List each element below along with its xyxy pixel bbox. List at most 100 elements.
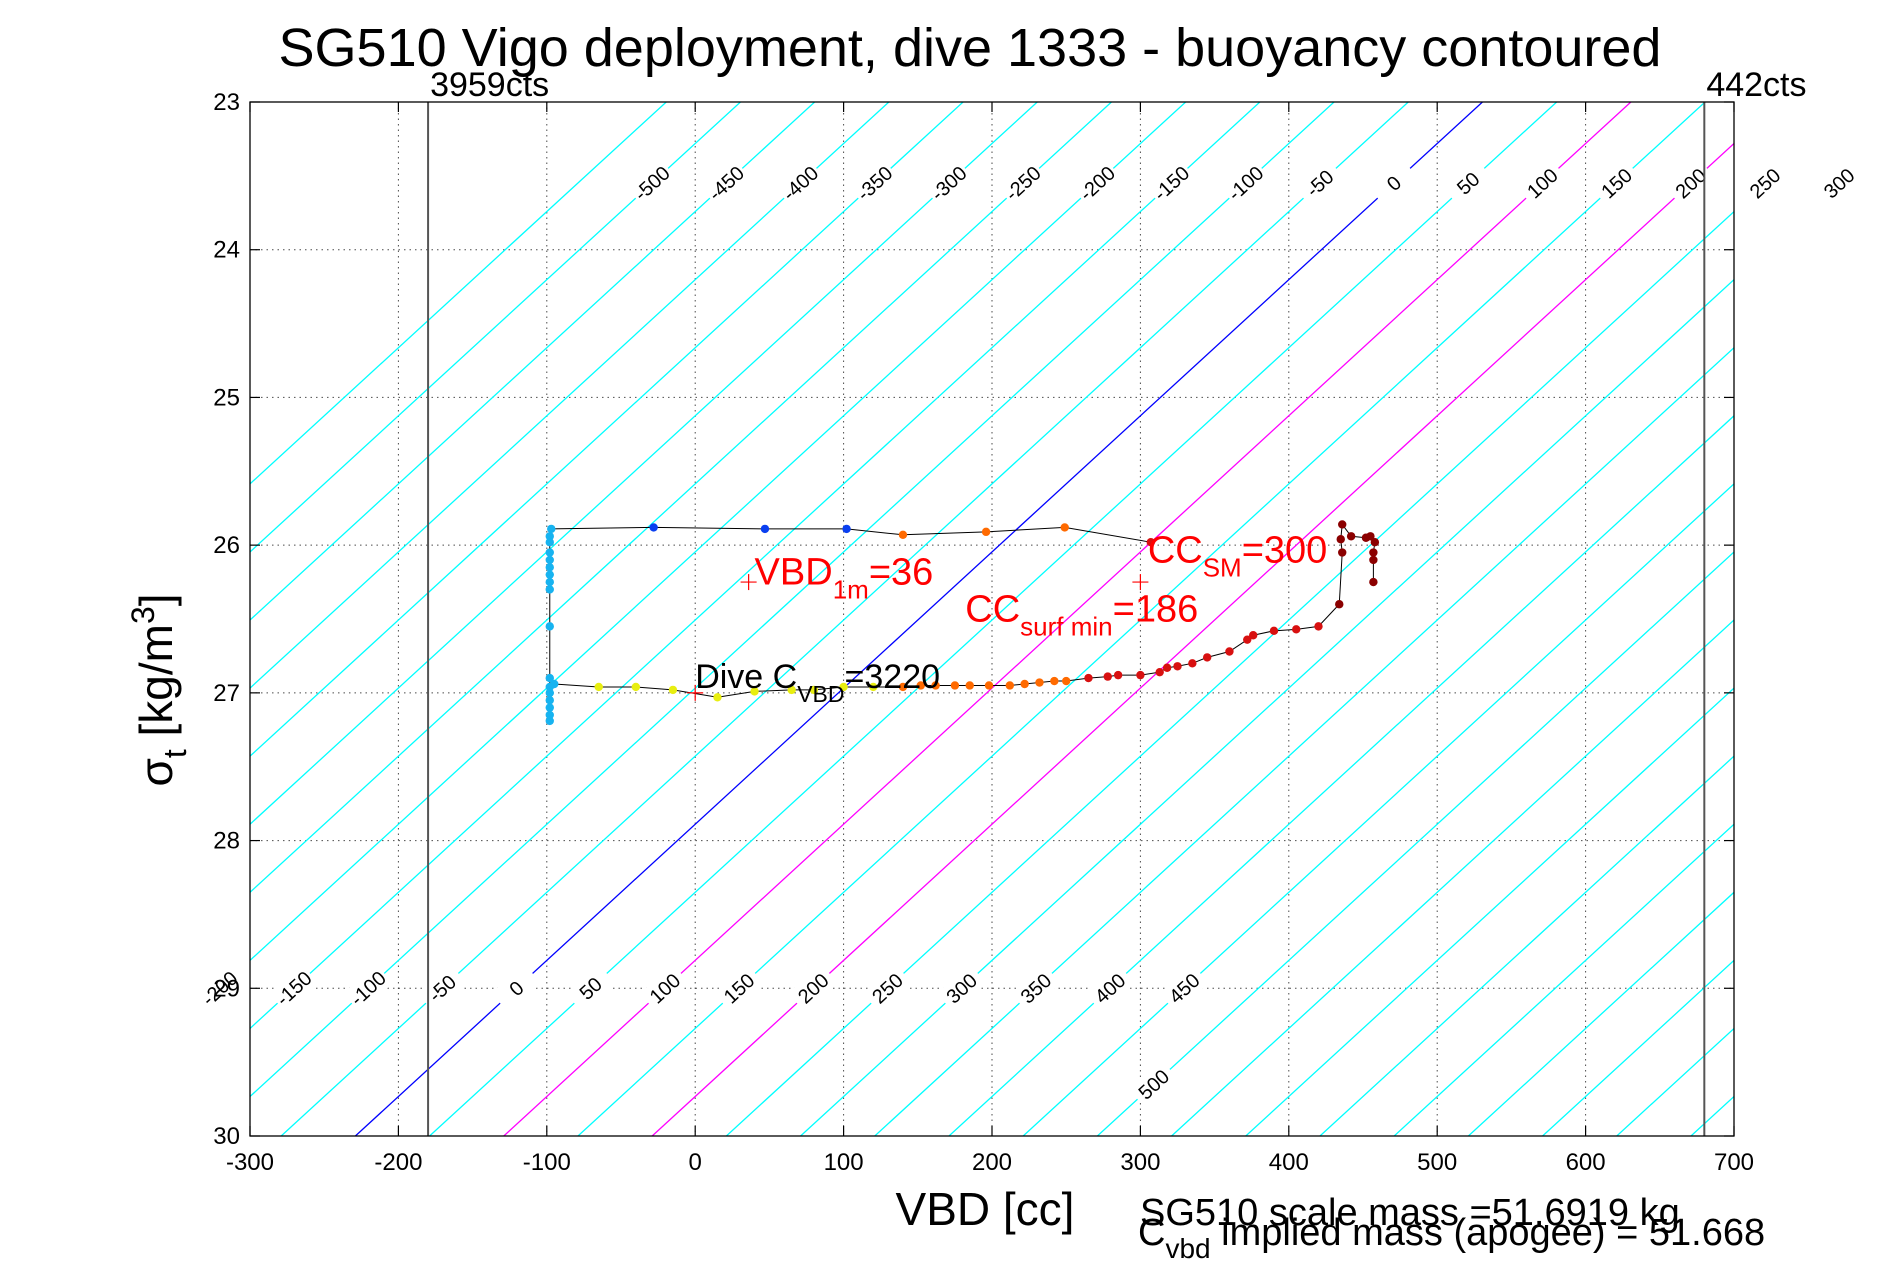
data-point bbox=[750, 687, 759, 696]
data-point bbox=[545, 585, 554, 594]
vbd-limit-label: 3959cts bbox=[430, 66, 549, 104]
data-point bbox=[594, 682, 603, 692]
buoyancy-contour bbox=[250, 102, 1112, 894]
contour-label-bg bbox=[1517, 158, 1568, 208]
contour-label-bg bbox=[417, 963, 468, 1013]
contour-label-bg bbox=[1146, 158, 1197, 208]
contour-label-bg bbox=[1665, 158, 1716, 208]
contour-label-bg bbox=[491, 963, 542, 1013]
data-point bbox=[545, 532, 554, 541]
buoyancy-contour bbox=[250, 102, 890, 689]
annotations-layer: VBD1m=36 CCsurf min=186 CCSM=300 Dive CVBD=… bbox=[687, 530, 1327, 707]
buoyancy-contour bbox=[800, 278, 1734, 1136]
data-point bbox=[631, 682, 641, 692]
data-point bbox=[545, 622, 554, 631]
data-point bbox=[931, 681, 940, 690]
buoyancy-contour bbox=[1393, 823, 1734, 1136]
data-point bbox=[545, 548, 554, 557]
annotation-label: CCSM=300 bbox=[1148, 530, 1327, 583]
data-point bbox=[984, 681, 994, 690]
buoyancy-contour bbox=[1616, 1027, 1734, 1136]
contour-label-bg bbox=[862, 963, 913, 1013]
data-point bbox=[1346, 532, 1356, 541]
data-point bbox=[809, 685, 819, 695]
data-point bbox=[950, 681, 960, 690]
buoyancy-contour-zero bbox=[354, 102, 1483, 1136]
data-point bbox=[898, 530, 908, 540]
x-tick-label: 500 bbox=[1417, 1149, 1457, 1176]
data-point bbox=[1136, 670, 1145, 680]
annotation-subscript: SM bbox=[1203, 553, 1242, 583]
contour-label-bg bbox=[788, 963, 839, 1013]
buoyancy-contour bbox=[250, 102, 1335, 1098]
contour-label-bg bbox=[997, 158, 1048, 208]
data-point bbox=[1050, 676, 1059, 686]
contour-label-bg bbox=[639, 963, 690, 1013]
y-axis-label-superscript: 3 bbox=[125, 606, 161, 624]
data-point bbox=[1005, 681, 1015, 690]
y-tick-label: 26 bbox=[213, 532, 240, 559]
buoyancy-contour bbox=[1467, 891, 1734, 1136]
buoyancy-contour bbox=[1022, 482, 1734, 1136]
axes-layer: -300 -200 -100 0 100 200 300 400 500 600 700 23 24 25… bbox=[213, 89, 1754, 1176]
contour-label-bg bbox=[1368, 158, 1419, 208]
annotation-main: VBD bbox=[755, 552, 833, 594]
data-point bbox=[545, 696, 554, 705]
buoyancy-contour bbox=[250, 102, 667, 485]
data-point bbox=[545, 673, 554, 683]
buoyancy-contour bbox=[250, 102, 1187, 962]
buoyancy-contour bbox=[250, 102, 1038, 826]
series-layer bbox=[545, 520, 1380, 726]
contour-layer: -500 -450 -400 -350 -300 -250 -200 -150 -100 -50 0… bbox=[194, 102, 1891, 1136]
implied-mass-sub: vbd bbox=[1165, 1233, 1210, 1262]
contour-label-bg bbox=[1010, 963, 1061, 1013]
data-point bbox=[545, 555, 554, 565]
contour-label-bg bbox=[342, 963, 393, 1013]
x-tick-label: 0 bbox=[689, 1149, 702, 1176]
buoyancy-contour-highlight bbox=[503, 102, 1632, 1136]
contour-label-bg bbox=[565, 963, 616, 1013]
y-tick-label: 29 bbox=[213, 975, 240, 1002]
data-point bbox=[787, 685, 796, 695]
annotation-label: Dive CVBD=3220 bbox=[695, 658, 940, 707]
contour-label-bg bbox=[775, 158, 826, 208]
data-point bbox=[760, 524, 770, 534]
y-tick-label: 30 bbox=[213, 1123, 240, 1150]
limit-lines: 3959cts 442cts bbox=[427, 66, 1807, 1136]
annotation-label: CCsurf min=186 bbox=[965, 589, 1198, 642]
buoyancy-contour bbox=[1542, 959, 1734, 1136]
buoyancy-contour bbox=[1245, 687, 1734, 1136]
y-tick-label: 25 bbox=[213, 384, 240, 411]
data-point bbox=[1243, 635, 1252, 644]
data-point bbox=[1338, 520, 1347, 529]
contour-label-bg bbox=[268, 963, 319, 1013]
data-point bbox=[668, 685, 678, 695]
contour-lines bbox=[250, 102, 1734, 1136]
data-point bbox=[649, 523, 658, 532]
data-point bbox=[1155, 667, 1164, 677]
x-tick-label: -300 bbox=[226, 1149, 274, 1176]
contour-label-bg bbox=[1294, 158, 1345, 208]
contour-label-bg bbox=[1814, 158, 1865, 208]
annotation-subscript: surf min bbox=[1020, 612, 1112, 642]
contour-label-bg bbox=[1084, 963, 1135, 1013]
contour-label-bg bbox=[936, 963, 987, 1013]
x-tick-label: -200 bbox=[374, 1149, 422, 1176]
data-point bbox=[839, 682, 848, 692]
data-point bbox=[1361, 533, 1371, 542]
data-point bbox=[1173, 662, 1182, 671]
y-axis-label-subscript: t bbox=[157, 749, 193, 758]
annotation-main: CC bbox=[965, 589, 1020, 631]
data-point bbox=[547, 524, 556, 534]
annotation-label: VBD1m=36 bbox=[755, 552, 934, 605]
buoyancy-contour-highlight bbox=[651, 142, 1734, 1136]
data-point bbox=[545, 563, 554, 572]
data-point bbox=[1225, 647, 1234, 656]
data-point bbox=[1269, 626, 1279, 636]
data-point bbox=[1248, 631, 1258, 640]
data-point bbox=[1084, 673, 1093, 683]
y-tick-label: 24 bbox=[213, 237, 240, 264]
data-point bbox=[1335, 600, 1344, 609]
y-axis-label-text: [kg/m bbox=[130, 624, 182, 749]
